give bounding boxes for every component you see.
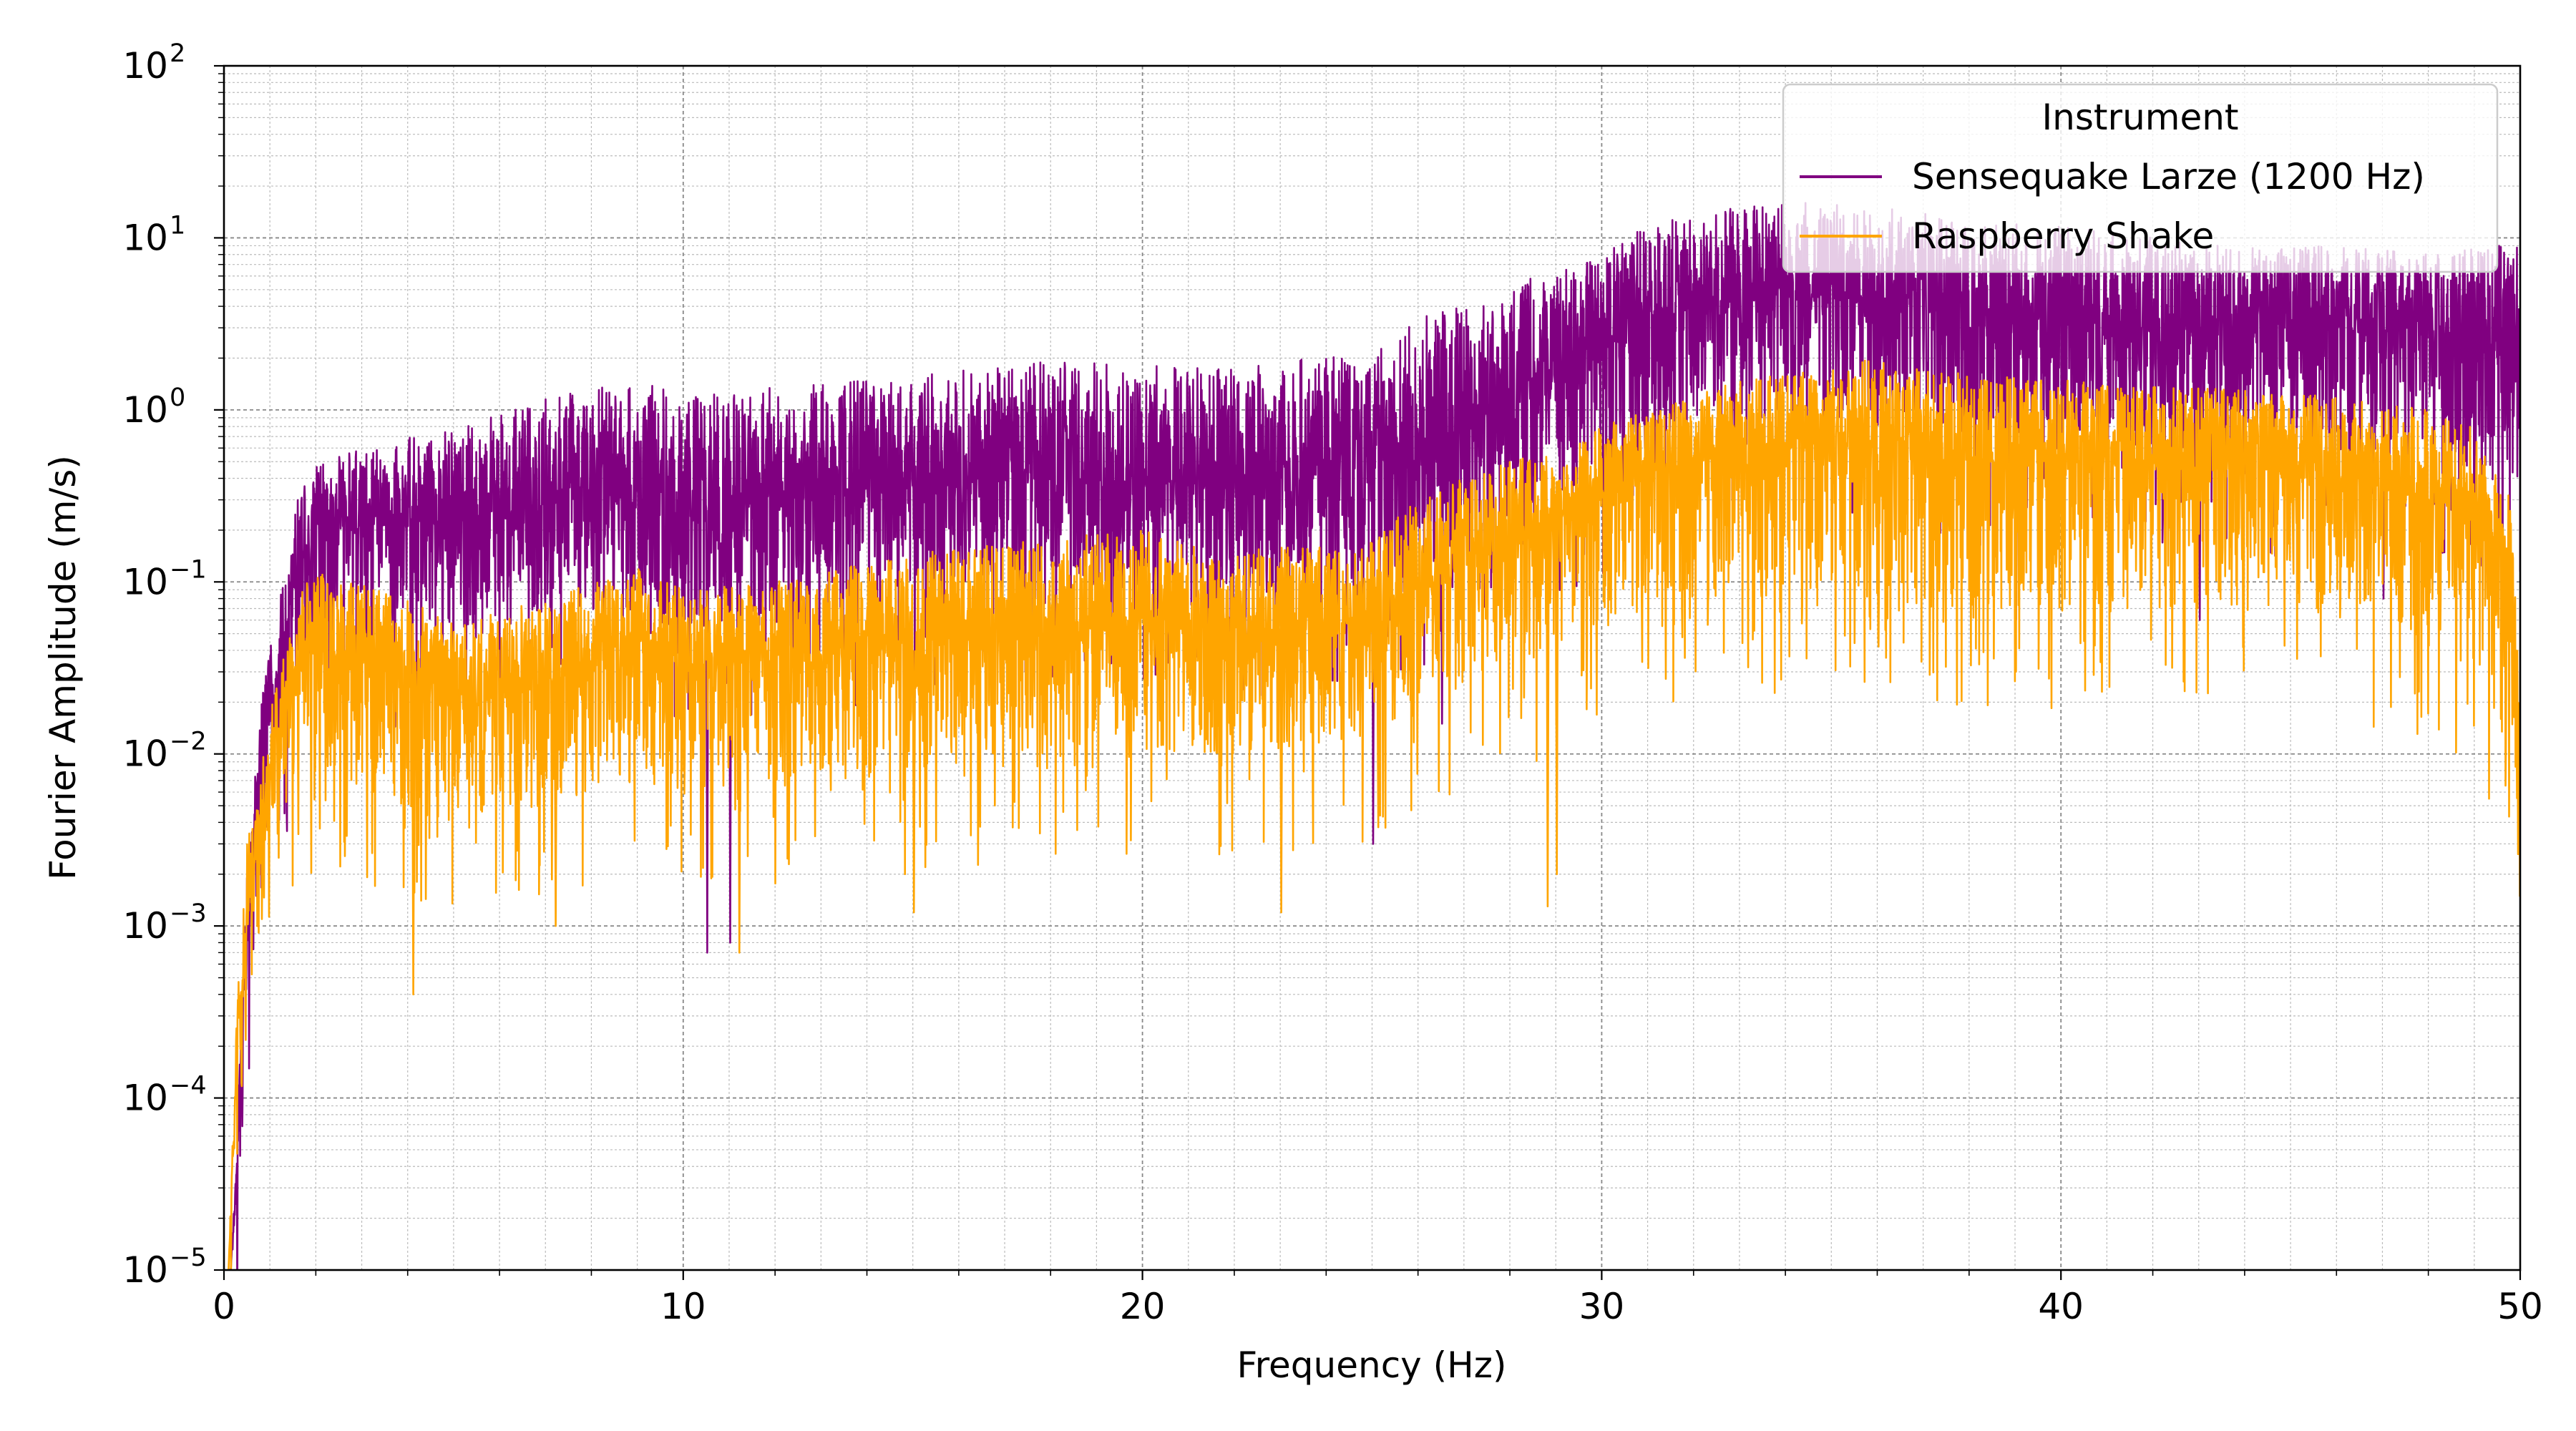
x-tick-label: 30 <box>1579 1286 1625 1327</box>
x-tick-label: 40 <box>2038 1286 2084 1327</box>
y-tick-label: 10 <box>122 905 168 947</box>
legend-label-raspberry-shake: Raspberry Shake <box>1912 215 2214 257</box>
series-line-raspberry-shake <box>228 359 2520 1270</box>
y-tick-exponent: −3 <box>170 899 207 928</box>
x-tick-label: 10 <box>660 1286 706 1327</box>
y-tick-exponent: −1 <box>170 555 207 584</box>
y-tick-exponent: −2 <box>170 728 207 756</box>
legend-title: Instrument <box>2041 97 2238 138</box>
y-tick-exponent: 2 <box>170 39 185 68</box>
y-tick-exponent: −4 <box>170 1072 207 1100</box>
y-tick-label: 10 <box>122 733 168 775</box>
x-tick-label: 0 <box>213 1286 235 1327</box>
y-tick-label: 10 <box>122 45 168 87</box>
x-axis-label: Frequency (Hz) <box>1236 1344 1506 1386</box>
x-tick-label: 50 <box>2497 1286 2543 1327</box>
y-tick-exponent: −5 <box>170 1244 207 1272</box>
plot-frame <box>223 64 2522 1271</box>
y-tick-label: 10 <box>122 1078 168 1119</box>
y-axis-label: Fourier Amplitude (m/s) <box>42 455 84 880</box>
y-tick-exponent: 1 <box>170 211 185 240</box>
y-tick-label: 10 <box>122 217 168 258</box>
y-tick-label: 10 <box>122 1249 168 1291</box>
x-axis-ticks: 0 10 20 30 40 50 <box>213 1270 2543 1327</box>
legend: Instrument Sensequake Larze (1200 Hz) Ra… <box>1782 83 2499 273</box>
y-tick-label: 10 <box>122 561 168 602</box>
y-tick-label: 10 <box>122 389 168 431</box>
x-tick-label: 20 <box>1120 1286 1166 1327</box>
legend-box <box>1782 83 2499 273</box>
y-tick-exponent: 0 <box>170 384 185 412</box>
legend-label-sensequake: Sensequake Larze (1200 Hz) <box>1912 156 2425 197</box>
